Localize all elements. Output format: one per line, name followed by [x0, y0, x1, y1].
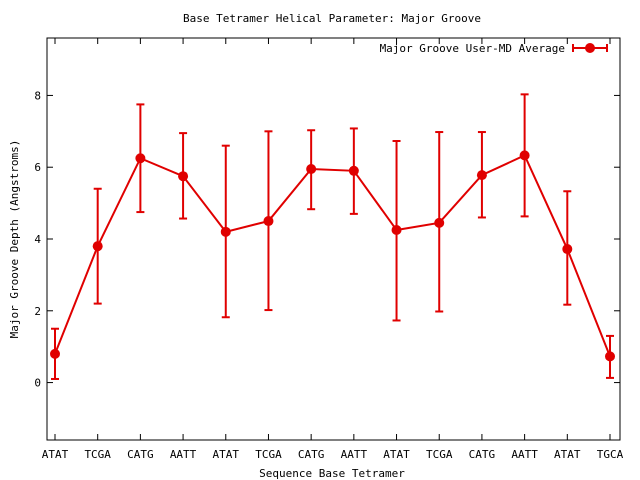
data-points	[50, 150, 615, 362]
x-tick-label: ATAT	[213, 448, 240, 461]
x-axis-label: Sequence Base Tetramer	[259, 467, 405, 480]
x-tick-label: TCGA	[426, 448, 453, 461]
y-tick-label: 0	[34, 377, 41, 390]
y-tick-label: 2	[34, 305, 41, 318]
data-point	[306, 164, 317, 175]
data-point	[220, 226, 231, 237]
data-point	[476, 170, 487, 181]
x-tick-label: AATT	[511, 448, 538, 461]
y-axis-label: Major Groove Depth (Angstroms)	[8, 140, 21, 339]
series-line	[54, 154, 611, 357]
plot-frame	[46, 37, 621, 441]
x-tick-label: ATAT	[383, 448, 410, 461]
x-tick-label: AATT	[341, 448, 368, 461]
data-point	[434, 217, 445, 228]
data-point	[50, 348, 60, 359]
x-tick-label: AATT	[170, 448, 197, 461]
legend: Major Groove User-MD Average	[380, 42, 608, 55]
y-tick-label: 8	[34, 89, 41, 102]
data-point	[562, 244, 573, 255]
data-point	[348, 165, 359, 176]
legend-label: Major Groove User-MD Average	[380, 42, 565, 55]
legend-marker	[585, 43, 595, 53]
x-tick-label: CATG	[469, 448, 496, 461]
y-tick-label: 4	[34, 233, 41, 246]
x-tick-label: CATG	[298, 448, 325, 461]
x-tick-label: ATAT	[554, 448, 581, 461]
data-point	[178, 171, 189, 182]
x-tick-label: CATG	[127, 448, 154, 461]
data-point	[391, 225, 402, 236]
chart-title: Base Tetramer Helical Parameter: Major G…	[183, 12, 481, 25]
y-tick-label: 6	[34, 161, 41, 174]
x-tick-label: ATAT	[42, 448, 69, 461]
data-point	[263, 216, 274, 227]
y-axis: 0 2 4 6 8	[34, 89, 620, 390]
x-tick-label: TCGA	[84, 448, 111, 461]
data-point	[135, 153, 146, 164]
x-axis: ATAT TCGA CATG AATT ATAT TCGA CATG AATT ATAT TCGA…	[42, 38, 624, 461]
x-tick-label: TGCA	[597, 448, 624, 461]
x-tick-label: TCGA	[255, 448, 282, 461]
data-point	[605, 351, 615, 362]
data-point	[519, 150, 530, 161]
error-bars	[51, 93, 614, 380]
data-point	[92, 241, 103, 252]
